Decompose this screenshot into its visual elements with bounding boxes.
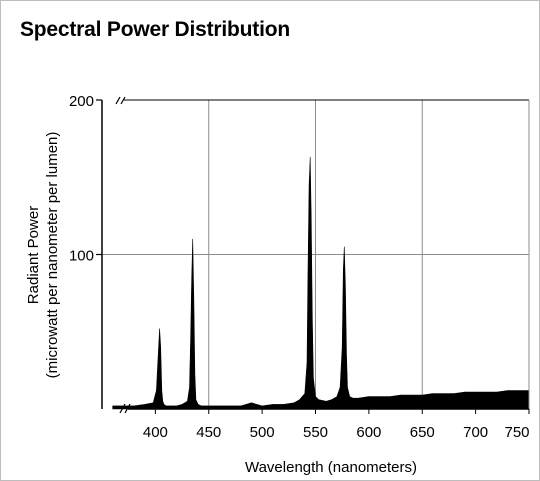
x-tick-label: 500 <box>250 424 275 441</box>
axis-layer <box>96 96 530 414</box>
x-tick-label: 550 <box>303 424 328 441</box>
x-tick-label: 450 <box>196 424 221 441</box>
series-layer <box>112 156 530 410</box>
y-axis-label-line2: (microwatt per nanometer per lumen) <box>44 132 61 379</box>
x-tick-label: 700 <box>463 424 488 441</box>
bottom-axis-break <box>119 403 131 414</box>
y-tick-label: 200 <box>69 93 94 110</box>
spectrum-series-area <box>112 156 530 410</box>
x-tick-label: 650 <box>410 424 435 441</box>
y-axis-label-line1: Radiant Power <box>25 206 42 304</box>
x-tick-label: 750 <box>504 424 529 441</box>
grid-layer <box>102 100 529 409</box>
x-tick-label: 400 <box>143 424 168 441</box>
x-tick-label: 600 <box>356 424 381 441</box>
chart-title: Spectral Power Distribution <box>20 18 290 41</box>
top-axis-break <box>115 96 126 105</box>
x-axis-label: Wavelength (nanometers) <box>245 459 417 476</box>
y-tick-label: 100 <box>69 248 94 265</box>
tick-label-layer: 100 200 400 450 500 550 600 650 700 750 <box>69 93 530 441</box>
